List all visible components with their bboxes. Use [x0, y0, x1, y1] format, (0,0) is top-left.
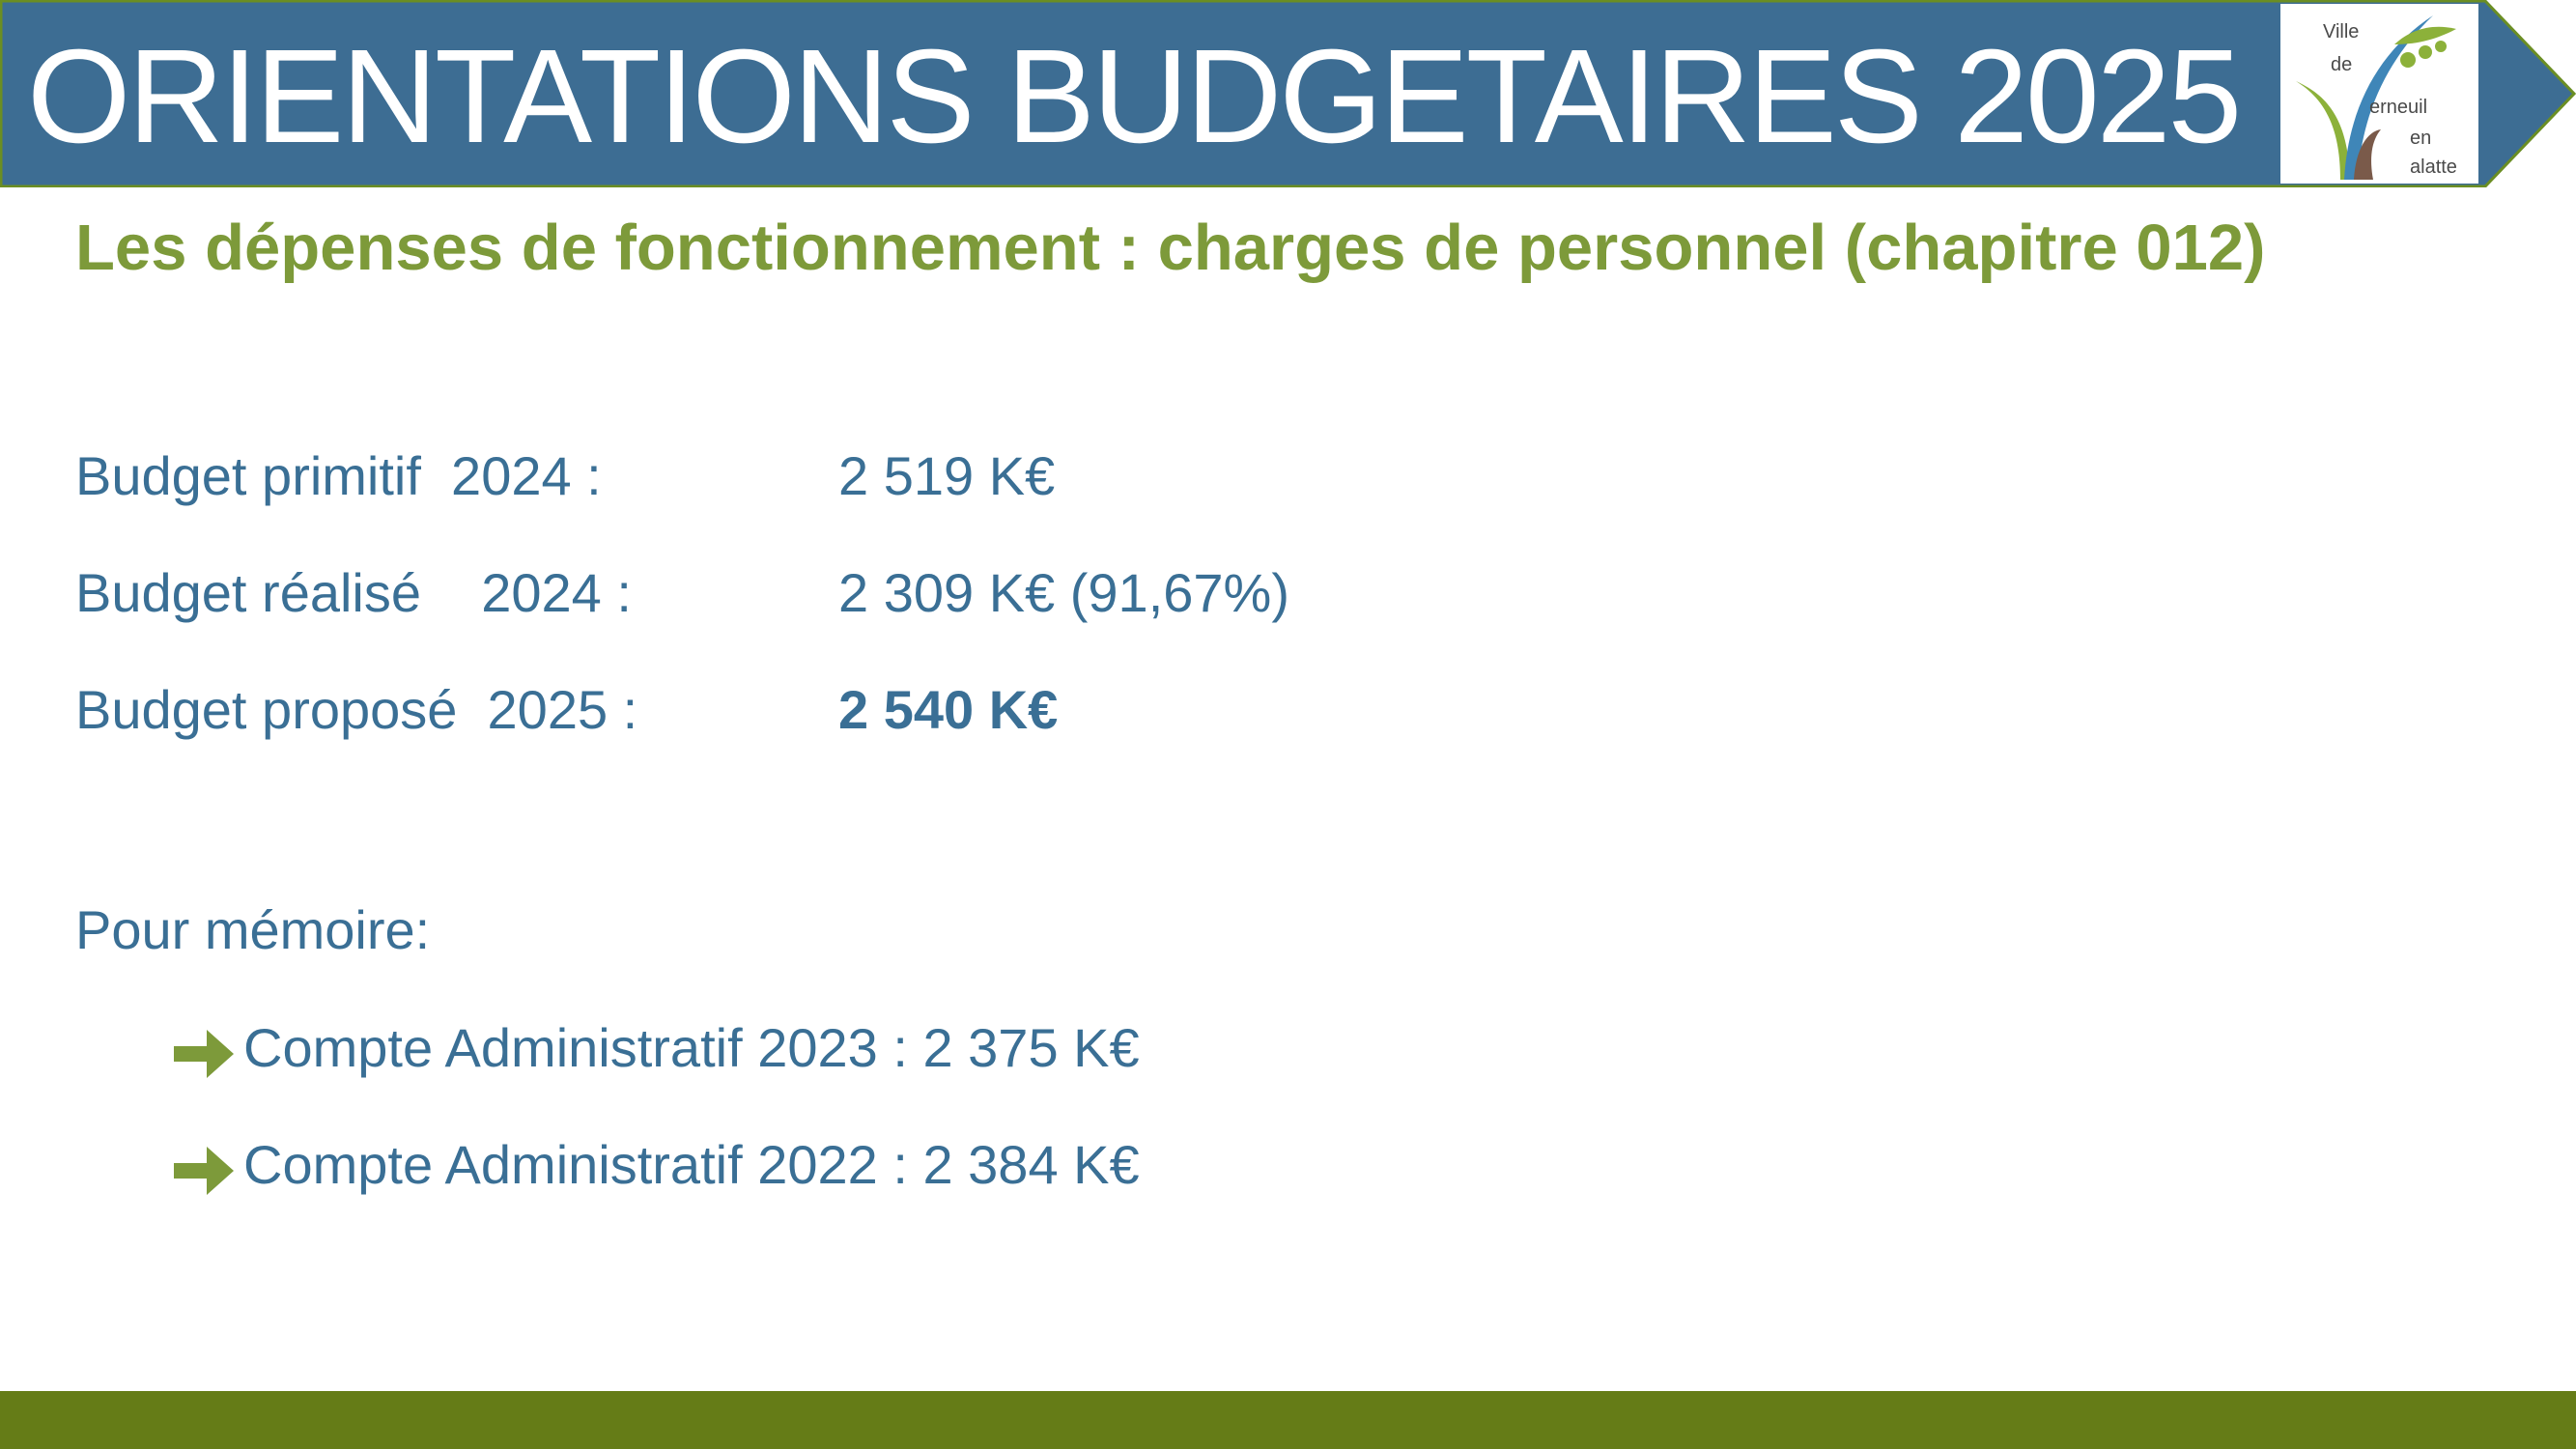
footer-bar: [0, 1391, 2576, 1449]
memo-item-text: Compte Administratif 2022 : 2 384 K€: [243, 1134, 1140, 1195]
memo-title: Pour mémoire:: [75, 899, 431, 960]
right-arrow-icon: [174, 1030, 234, 1078]
banner-shape: [0, 0, 2576, 187]
logo-text-erneuil: erneuil: [2369, 97, 2428, 118]
title-banner: ORIENTATIONS BUDGETAIRES 2025 Ville de e…: [0, 0, 2576, 187]
slide-title: ORIENTATIONS BUDGETAIRES 2025: [27, 22, 2242, 171]
logo-text-de: de: [2331, 54, 2353, 75]
budget-label: Budget proposé 2025 :: [75, 679, 638, 740]
memo-item-text: Compte Administratif 2023 : 2 375 K€: [243, 1017, 1140, 1078]
logo-text-en: en: [2410, 128, 2432, 149]
budget-label: Budget primitif 2024 :: [75, 445, 602, 506]
logo-text-ville: Ville: [2323, 21, 2360, 43]
right-arrow-icon: [174, 1147, 234, 1195]
budget-label: Budget réalisé 2024 :: [75, 562, 632, 623]
budget-value-highlight: 2 540 K€: [838, 679, 1059, 740]
budget-value: 2 519 K€: [838, 445, 1056, 506]
logo-emblem-icon: [2296, 15, 2456, 180]
logo-text-alatte: alatte: [2410, 156, 2457, 178]
town-logo: Ville de erneuil en alatte: [2280, 4, 2478, 184]
section-subtitle: Les dépenses de fonctionnement : charges…: [75, 212, 2266, 284]
budget-value: 2 309 K€ (91,67%): [838, 562, 1289, 623]
